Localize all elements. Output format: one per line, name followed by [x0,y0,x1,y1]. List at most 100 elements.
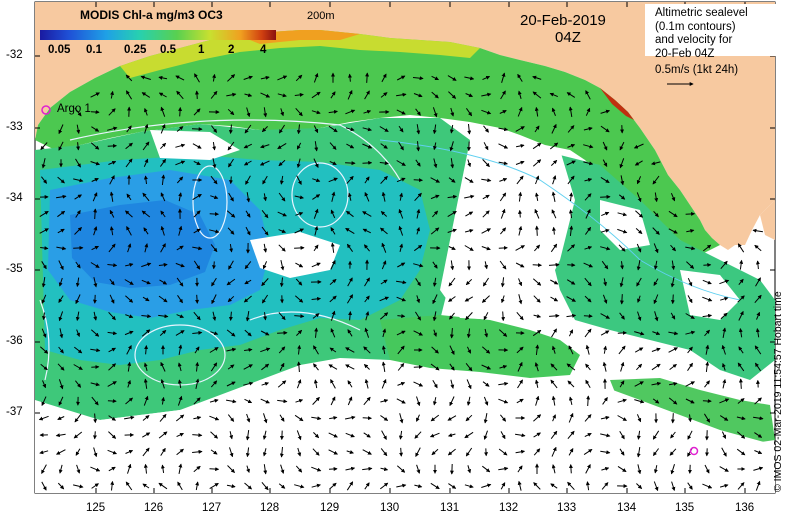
velocity-arrow [516,398,524,404]
velocity-arrow [141,279,151,285]
velocity-arrow [433,158,438,169]
velocity-arrow [364,90,370,100]
velocity-arrow [178,344,183,355]
colorbar-tick-label: 4 [260,44,267,56]
velocity-arrow [311,466,322,472]
velocity-arrow [551,123,557,134]
velocity-arrow [720,260,728,270]
velocity-arrow [126,226,132,236]
velocity-arrow [262,448,267,457]
velocity-arrow [229,244,234,253]
velocity-arrow [432,311,437,322]
velocity-arrow [363,396,371,406]
velocity-arrow [125,262,134,267]
velocity-arrow [379,126,389,132]
velocity-arrow [467,465,472,474]
velocity-arrow [433,329,437,337]
velocity-arrow [175,414,185,422]
velocity-arrow [652,227,660,235]
velocity-arrow [600,313,610,319]
velocity-arrow [313,432,320,439]
velocity-arrow [702,483,713,489]
velocity-arrow [278,124,286,134]
colorbar-tick-label: 0.5 [160,44,176,56]
velocity-arrow [345,227,355,235]
velocity-arrow [90,262,100,268]
velocity-arrow [619,312,625,320]
velocity-arrow [483,413,488,424]
velocity-arrow [447,75,457,81]
velocity-arrow [448,246,456,250]
velocity-arrow [685,246,696,251]
velocity-arrow [754,450,763,455]
legend-line-2: (0.1m contours) [655,20,736,33]
velocity-arrow [653,465,658,474]
velocity-arrow [244,398,253,404]
velocity-arrow [41,277,46,288]
velocity-arrow [280,464,285,474]
velocity-arrow [311,110,321,115]
velocity-arrow [59,328,64,339]
velocity-arrow [381,378,387,389]
velocity-arrow [398,125,404,133]
velocity-arrow [602,361,607,372]
velocity-arrow [263,243,268,253]
velocity-arrow [448,296,456,302]
velocity-arrow [211,277,217,287]
velocity-arrow [448,277,456,287]
velocity-arrow [754,362,762,372]
velocity-arrow [722,378,727,389]
velocity-arrow [278,483,286,489]
velocity-arrow [74,107,82,117]
velocity-arrow [177,379,182,389]
velocity-arrow [584,432,592,438]
velocity-arrow [669,448,677,456]
velocity-arrow [331,191,336,202]
velocity-arrow [753,466,764,471]
velocity-arrow [295,278,303,286]
velocity-arrow [39,450,49,455]
velocity-arrow [482,210,490,218]
velocity-arrow [566,160,576,166]
velocity-arrow [566,92,576,98]
velocity-arrow [381,361,386,372]
velocity-arrow [467,123,472,135]
velocity-arrow [382,328,387,338]
velocity-arrow [193,260,201,270]
velocity-arrow [126,125,132,133]
velocity-arrow [619,158,625,169]
velocity-arrow [416,141,421,152]
velocity-arrow [636,260,641,271]
velocity-arrow [177,295,183,304]
velocity-arrow [450,107,455,117]
velocity-arrow [295,107,303,117]
velocity-arrow [515,245,525,251]
velocity-arrow [260,398,270,404]
velocity-arrow [635,228,643,235]
velocity-arrow [90,110,100,115]
velocity-arrow [567,430,575,440]
velocity-arrow [399,447,404,457]
longitude-label: 127 [202,502,222,514]
velocity-arrow [381,73,387,83]
velocity-arrow [159,158,167,167]
velocity-arrow [719,466,729,472]
velocity-arrow [585,107,591,116]
velocity-arrow [448,177,456,183]
velocity-arrow [414,244,423,252]
velocity-arrow [74,413,82,423]
velocity-arrow [75,158,81,168]
velocity-arrow [381,430,387,440]
latitude-label: -36 [6,335,23,347]
velocity-arrow [534,244,541,252]
velocity-arrow [314,141,319,152]
velocity-arrow [568,448,574,456]
velocity-arrow [90,348,101,353]
velocity-arrow [719,415,729,421]
velocity-arrow [193,311,201,321]
velocity-arrow [90,92,100,98]
velocity-arrow [515,160,525,165]
velocity-arrow [516,346,524,354]
longitude-label: 135 [675,502,695,514]
velocity-arrow [140,75,151,80]
